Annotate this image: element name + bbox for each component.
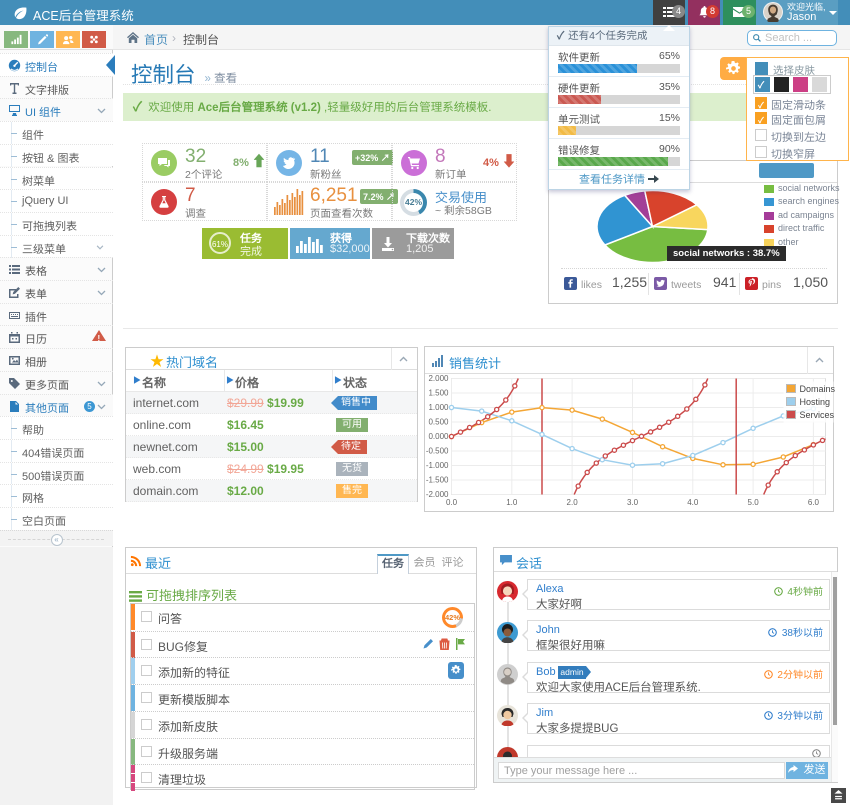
- svg-text:0.500: 0.500: [428, 418, 449, 427]
- svg-text:Hosting: Hosting: [800, 397, 831, 407]
- svg-text:-1.500: -1.500: [426, 476, 449, 485]
- svg-text:5.0: 5.0: [748, 498, 760, 507]
- svg-text:6.0: 6.0: [808, 498, 820, 507]
- svg-text:2.000: 2.000: [428, 375, 449, 383]
- svg-text:Domains: Domains: [800, 384, 836, 394]
- svg-text:2.0: 2.0: [567, 498, 579, 507]
- svg-text:Services: Services: [800, 410, 835, 420]
- svg-text:-0.500: -0.500: [426, 447, 449, 456]
- svg-text:0.000: 0.000: [428, 432, 449, 441]
- svg-text:0.0: 0.0: [446, 498, 458, 507]
- svg-text:4.0: 4.0: [687, 498, 699, 507]
- svg-text:3.0: 3.0: [627, 498, 639, 507]
- svg-text:1.500: 1.500: [428, 389, 449, 398]
- svg-text:-1.000: -1.000: [426, 461, 449, 470]
- svg-text:1.000: 1.000: [428, 403, 449, 412]
- svg-text:1.0: 1.0: [506, 498, 518, 507]
- svg-text:-2.000: -2.000: [426, 490, 449, 499]
